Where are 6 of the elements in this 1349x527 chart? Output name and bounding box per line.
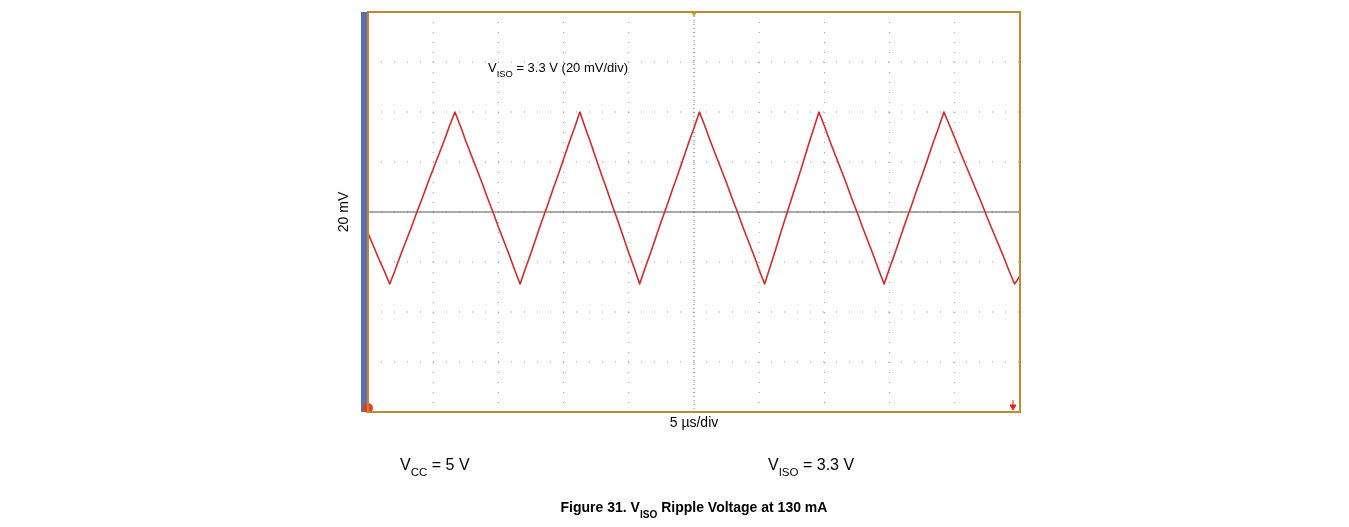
- text: Figure 31. V$_{ISO}$ Ripple Voltage at 130 mA: [560, 499, 828, 520]
- text: V$_{ISO}$ = 3.3 V (20 mV/div): [488, 60, 629, 79]
- text: 5 µs/div: [669, 414, 719, 430]
- text: V$_{ISO}$ = 3.3 V: [768, 456, 855, 478]
- text: V$_{CC}$ = 5 V: [400, 456, 470, 478]
- y-axis-title: 20 mV: [335, 191, 351, 233]
